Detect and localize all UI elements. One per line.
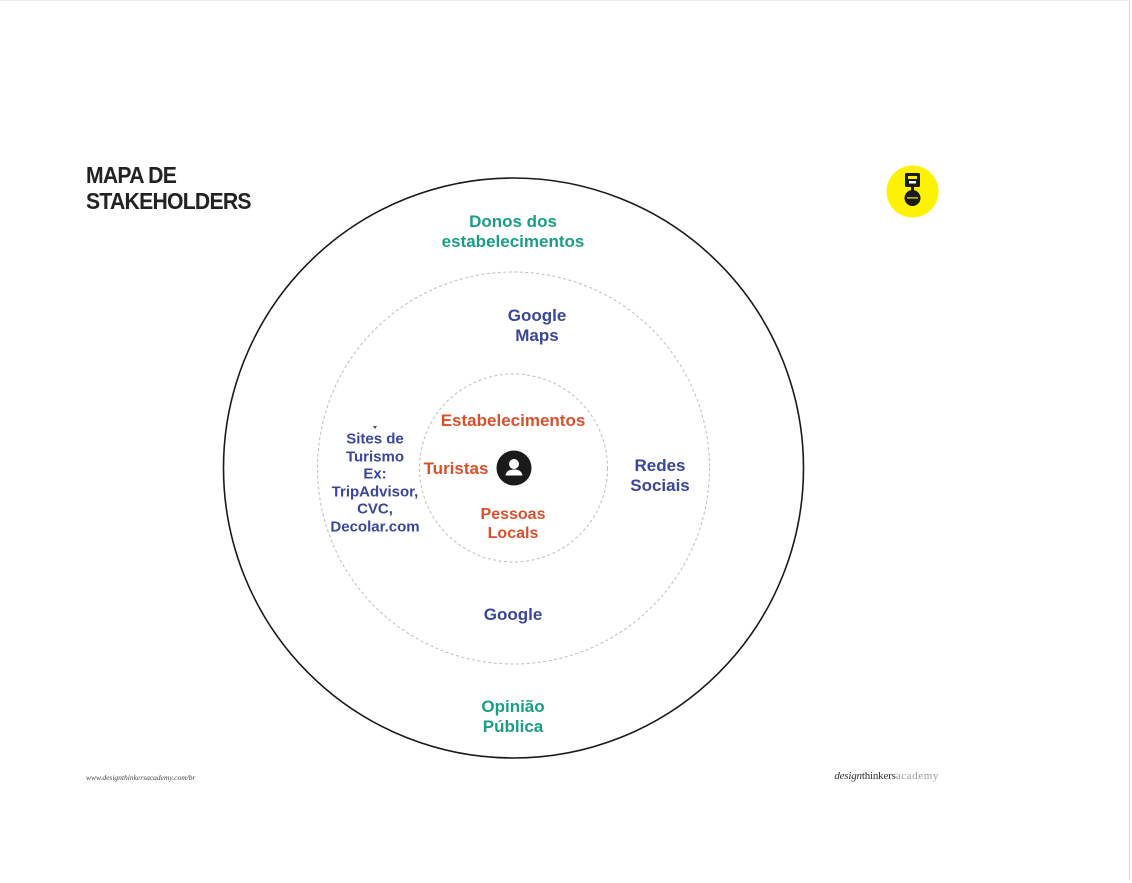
stakeholder-line: Google <box>507 306 567 325</box>
page-title: MAPA DE STAKEHOLDERS <box>86 162 252 214</box>
stakeholder-redes-sociais: Redes Sociais <box>630 456 690 496</box>
stakeholder-turistas: Turistas <box>424 459 489 479</box>
page-title-line-2: STAKEHOLDERS <box>86 188 252 214</box>
stakeholder-sites-de-turismo: Sites de Turismo Ex: TripAdvisor, CVC, D… <box>330 431 419 536</box>
stakeholder-line: Turismo <box>345 448 405 465</box>
stakeholder-line: CVC, <box>357 500 393 518</box>
brand-part-design: design <box>834 770 862 782</box>
stakeholder-line: Sites de <box>346 430 404 448</box>
stakeholder-line: Redes <box>634 456 686 475</box>
stakeholder-google: Google <box>484 605 543 625</box>
stakeholder-line: Ex: <box>363 465 387 483</box>
stakeholder-line: Sociais <box>630 476 690 495</box>
stakeholder-donos-estabelecimentos: Donos dos estabelecimentos <box>442 212 585 252</box>
brand-part-academy: academy <box>895 770 939 782</box>
stakeholder-line: Google <box>483 605 543 624</box>
stakeholder-line: TripAdvisor, <box>331 483 419 500</box>
bullet-marker <box>373 426 377 429</box>
stakeholder-estabelecimentos: Estabelecimentos <box>441 411 586 431</box>
stakeholder-line: Donos dos <box>469 212 557 231</box>
stakeholder-pessoas-locais: Pessoas Locals <box>481 505 546 543</box>
stakeholder-google-maps: Google Maps <box>508 306 567 346</box>
stakeholder-line: Turistas <box>423 459 489 478</box>
stakeholder-line: Maps <box>515 326 559 345</box>
stakeholder-line: Locals <box>487 525 539 542</box>
stakeholder-line: Pública <box>482 717 544 736</box>
footer-url: www.designthinkersacademy.com/br <box>86 773 196 782</box>
user-icon <box>496 450 532 486</box>
stakeholder-line: Estabelecimentos <box>440 411 586 430</box>
page-title-line-1: MAPA DE <box>86 162 177 188</box>
stakeholder-line: estabelecimentos <box>441 232 585 251</box>
designthinkers-badge-icon <box>886 165 939 218</box>
middle-ring <box>317 271 710 665</box>
brand-part-thinkers: thinkers <box>861 770 896 782</box>
footer-brand-logo: designthinkersacademy <box>834 770 939 782</box>
outer-ring <box>222 177 805 759</box>
stakeholder-line: Pessoas <box>480 506 546 523</box>
stakeholder-line: Decolar.com <box>330 518 420 535</box>
stakeholder-line: Opinião <box>481 697 545 716</box>
stakeholder-opiniao-publica: Opinião Pública <box>481 697 544 737</box>
inner-ring <box>419 373 608 563</box>
